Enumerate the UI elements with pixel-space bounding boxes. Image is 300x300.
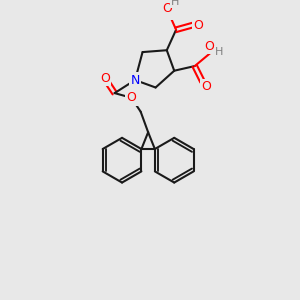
Text: O: O — [205, 40, 214, 53]
Text: H: H — [215, 47, 223, 57]
Text: O: O — [162, 2, 172, 15]
Text: O: O — [100, 72, 110, 85]
Text: O: O — [201, 80, 211, 93]
Text: O: O — [194, 19, 203, 32]
Text: H: H — [171, 0, 179, 7]
Text: O: O — [126, 91, 136, 104]
Text: N: N — [130, 74, 140, 86]
